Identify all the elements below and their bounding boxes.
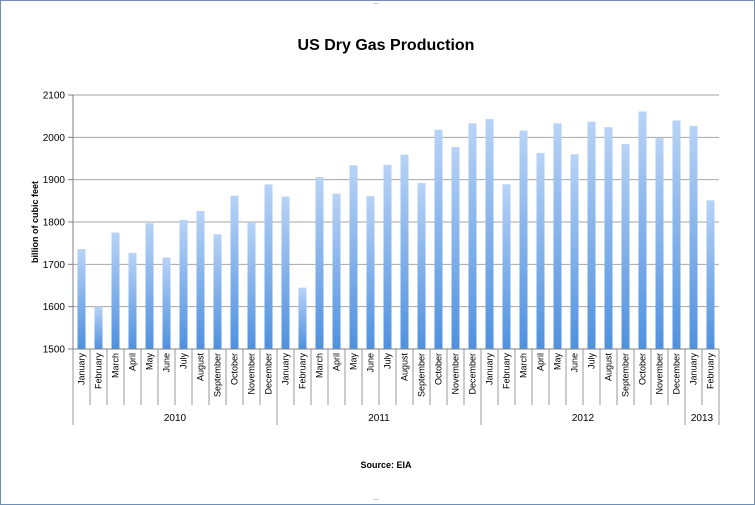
bar xyxy=(332,193,341,349)
x-tick-label: September xyxy=(417,353,427,397)
y-axis-label: billion of cubic feet xyxy=(30,181,40,263)
x-tick-label: February xyxy=(502,353,512,390)
x-tick-label: October xyxy=(434,353,444,385)
year-group-label: 2013 xyxy=(691,413,714,424)
x-tick-label: November xyxy=(451,353,461,395)
bar xyxy=(145,223,154,349)
year-group-label: 2012 xyxy=(572,413,595,424)
y-tick-label: 2000 xyxy=(43,133,66,144)
x-tick-label: November xyxy=(247,353,257,395)
x-tick-label: February xyxy=(298,353,308,390)
bar xyxy=(672,120,681,350)
bar xyxy=(247,222,256,349)
x-tick-label: September xyxy=(621,353,631,397)
x-tick-label: August xyxy=(604,353,614,382)
bar xyxy=(587,121,596,349)
x-tick-label: December xyxy=(468,353,478,395)
x-tick-label: August xyxy=(196,353,206,382)
bar xyxy=(213,234,222,349)
year-group-label: 2010 xyxy=(164,413,187,424)
selection-handle-bottom[interactable]: ··· xyxy=(373,495,379,504)
x-tick-label: March xyxy=(315,353,325,378)
x-tick-label: June xyxy=(162,353,172,373)
y-tick-label: 1800 xyxy=(43,218,66,229)
x-tick-label: April xyxy=(332,353,342,371)
year-group-label: 2011 xyxy=(368,413,390,424)
x-axis: January February March April May June July Augu… xyxy=(72,348,720,425)
x-tick-label: August xyxy=(400,353,410,382)
bar xyxy=(298,287,307,349)
bar xyxy=(94,306,103,349)
x-tick-label: January xyxy=(77,353,87,386)
bar xyxy=(434,129,443,349)
bar xyxy=(111,232,120,349)
bar xyxy=(315,177,324,349)
x-tick-label: October xyxy=(230,353,240,385)
x-tick-label: October xyxy=(638,353,648,385)
x-tick-label: February xyxy=(94,353,104,390)
bar xyxy=(366,196,375,349)
bar xyxy=(604,127,613,349)
bar xyxy=(553,123,562,349)
bar xyxy=(621,144,630,349)
x-tick-label: November xyxy=(655,353,665,395)
bar xyxy=(519,130,528,349)
x-tick-label: May xyxy=(145,353,155,371)
bar xyxy=(179,219,188,349)
x-tick-label: March xyxy=(519,353,529,378)
y-tick-label: 1600 xyxy=(43,302,66,313)
y-tick-label: 2100 xyxy=(43,91,66,102)
bar xyxy=(196,210,205,349)
x-tick-label: December xyxy=(672,353,682,395)
x-tick-label: June xyxy=(366,353,376,373)
source-note: Source: EIA xyxy=(360,460,412,470)
bar xyxy=(281,196,290,349)
y-axis-ticks: 1500 1600 1700 1800 1900 2000 2100 xyxy=(43,91,74,356)
bar xyxy=(128,252,137,349)
bar xyxy=(706,200,715,349)
x-tick-label: May xyxy=(349,353,359,371)
x-tick-label: July xyxy=(179,353,189,370)
bar-series xyxy=(77,111,715,350)
bar xyxy=(502,184,511,349)
x-tick-label: June xyxy=(570,353,580,373)
bar xyxy=(468,123,477,349)
bar xyxy=(400,154,409,349)
y-tick-label: 1500 xyxy=(43,345,66,356)
bar xyxy=(230,195,239,349)
bar xyxy=(451,147,460,349)
selection-handle-top[interactable]: ··· xyxy=(373,0,379,8)
x-tick-label: February xyxy=(706,353,716,390)
bar xyxy=(536,152,545,349)
bar xyxy=(570,154,579,349)
x-tick-label: January xyxy=(281,353,291,386)
x-tick-label: September xyxy=(213,353,223,397)
y-tick-label: 1700 xyxy=(43,260,66,271)
bar xyxy=(689,125,698,349)
bar xyxy=(264,184,273,349)
bar xyxy=(655,138,664,349)
bar xyxy=(77,249,86,349)
bar xyxy=(383,164,392,349)
y-tick-label: 1900 xyxy=(43,175,66,186)
x-tick-label: January xyxy=(485,353,495,386)
bar xyxy=(417,183,426,349)
x-tick-label: July xyxy=(383,353,393,370)
x-tick-label: March xyxy=(111,353,121,378)
bar xyxy=(162,257,171,349)
bar xyxy=(638,111,647,349)
x-tick-label: July xyxy=(587,353,597,370)
bar xyxy=(349,165,358,349)
x-tick-label: April xyxy=(536,353,546,371)
x-tick-label: April xyxy=(128,353,138,371)
bar xyxy=(485,119,494,349)
chart-title: US Dry Gas Production xyxy=(298,37,475,54)
x-tick-label: May xyxy=(553,353,563,371)
x-tick-label: December xyxy=(264,353,274,395)
x-tick-label: January xyxy=(689,353,699,386)
